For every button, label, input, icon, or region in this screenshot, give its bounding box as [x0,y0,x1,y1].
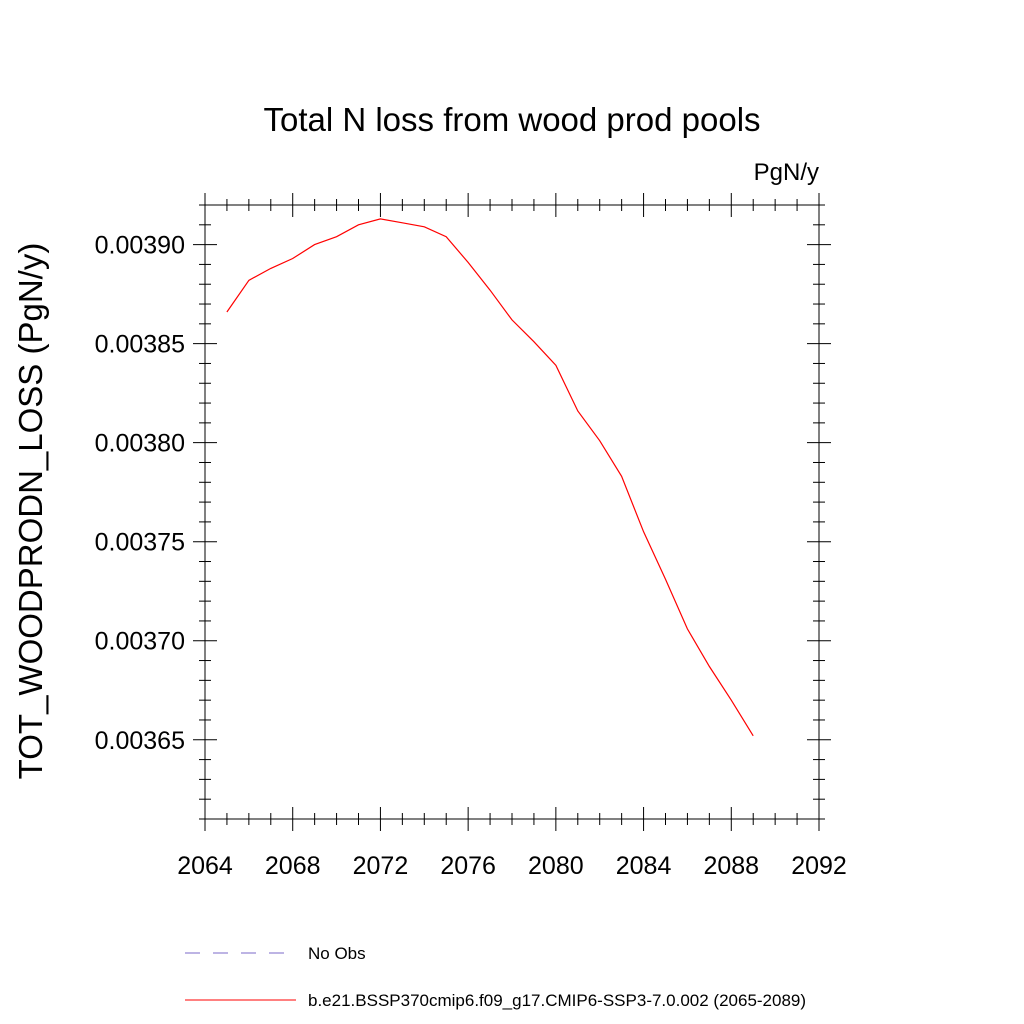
y-tick-label: 0.00365 [95,727,185,755]
y-tick-label: 0.00390 [95,232,185,260]
x-tick-label: 2092 [791,852,847,880]
legend: No Obs b.e21.BSSP370cmip6.f09_g17.CMIP6-S… [185,944,806,1010]
chart-title: Total N loss from wood prod pools [263,101,760,138]
x-tick-label: 2076 [440,852,496,880]
axis-ticks [193,193,831,831]
y-tick-label: 0.00385 [95,331,185,359]
x-tick-label: 2064 [177,852,233,880]
y-tick-label: 0.00375 [95,529,185,557]
axis-tick-labels: 2064 2068 2072 2076 2080 2084 2088 2092 0.00365 0… [95,232,847,880]
x-tick-label: 2084 [616,852,672,880]
y-axis-label: TOT_WOODPRODN_LOSS (PgN/y) [12,243,49,780]
series-layer [226,218,754,737]
units-label: PgN/y [754,159,819,186]
legend-label-0: No Obs [308,944,366,963]
y-tick-label: 0.00370 [95,628,185,656]
x-tick-label: 2072 [353,852,409,880]
x-tick-label: 2088 [703,852,759,880]
x-tick-label: 2068 [265,852,321,880]
series-line-0 [226,218,754,737]
y-tick-label: 0.00380 [95,430,185,458]
plot-frame [204,204,820,820]
legend-label-1: b.e21.BSSP370cmip6.f09_g17.CMIP6-SSP3-7.… [308,991,806,1010]
x-tick-label: 2080 [528,852,584,880]
